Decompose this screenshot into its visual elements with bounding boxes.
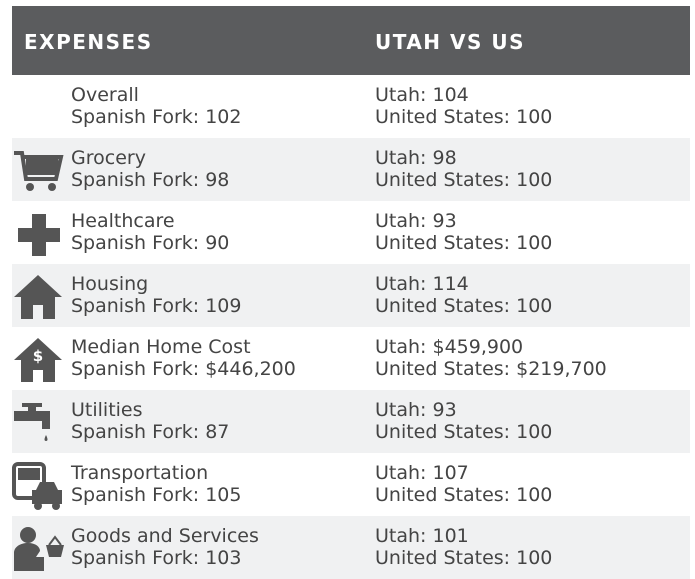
cell-line: Spanish Fork: 109	[71, 295, 242, 317]
cell-line: Spanish Fork: 105	[71, 484, 242, 506]
comparison-cell: Utah: 107 United States: 100	[375, 462, 552, 506]
cell-line: United States: 100	[375, 106, 553, 128]
cell-line: Overall	[71, 84, 139, 106]
cell-line: Utah: 114	[375, 273, 469, 295]
expense-cell: Overall Spanish Fork: 102	[71, 84, 241, 128]
expense-cell: Utilities Spanish Fork: 87	[71, 399, 229, 443]
cell-line: Utah: 93	[375, 399, 457, 421]
row-icon	[14, 275, 62, 319]
comparison-cell: Utah: 93 United States: 100	[375, 399, 552, 443]
table-row: Goods and Services Spanish Fork: 103 Utah:…	[12, 516, 690, 579]
cell-line: Spanish Fork: $446,200	[71, 358, 296, 380]
cell-line: Transportation	[71, 462, 209, 484]
expense-cell: Goods and Services Spanish Fork: 103	[71, 525, 259, 569]
table-row: $ Median Home Cost Spanish Fork: $446,200 U…	[12, 327, 690, 390]
table-row: Overall Spanish Fork: 102 Utah: 104 United …	[12, 75, 690, 138]
cell-line: Utah: 98	[375, 147, 457, 169]
comparison-cell: Utah: 104 United States: 100	[375, 84, 552, 128]
cell-line: Spanish Fork: 90	[71, 232, 230, 254]
cell-line: United States: 100	[375, 295, 553, 317]
cell-line: Utah: 107	[375, 462, 469, 484]
row-icon	[18, 214, 60, 256]
cell-line: United States: 100	[375, 484, 553, 506]
expense-cell: Housing Spanish Fork: 109	[71, 273, 241, 317]
row-icon	[14, 527, 64, 571]
table-row: Utilities Spanish Fork: 87 Utah: 93 United …	[12, 390, 690, 453]
cell-line: Spanish Fork: 87	[71, 421, 230, 443]
cell-line: United States: 100	[375, 547, 553, 569]
cell-line: Median Home Cost	[71, 336, 251, 358]
row-icon	[12, 462, 62, 510]
cell-line: United States: 100	[375, 421, 553, 443]
comparison-cell: Utah: 101 United States: 100	[375, 525, 552, 569]
cell-line: Utah: $459,900	[375, 336, 524, 358]
row-icon: $	[14, 338, 62, 382]
header-utah-vs-us: UTAH VS US	[375, 30, 525, 54]
cell-line: Utah: 104	[375, 84, 469, 106]
cell-line: Utah: 101	[375, 525, 469, 547]
row-icon	[14, 403, 50, 441]
comparison-cell: Utah: 93 United States: 100	[375, 210, 552, 254]
expense-cell: Median Home Cost Spanish Fork: $446,200	[71, 336, 296, 380]
cell-line: United States: 100	[375, 232, 553, 254]
cell-line: United States: $219,700	[375, 358, 607, 380]
cell-line: Utilities	[71, 399, 143, 421]
row-icon	[14, 151, 64, 191]
table-row: Housing Spanish Fork: 109 Utah: 114 United …	[12, 264, 690, 327]
cell-line: Spanish Fork: 102	[71, 106, 242, 128]
cell-line: Grocery	[71, 147, 146, 169]
cell-line: Spanish Fork: 98	[71, 169, 230, 191]
cell-line: United States: 100	[375, 169, 553, 191]
expense-cell: Transportation Spanish Fork: 105	[71, 462, 241, 506]
table-row: Healthcare Spanish Fork: 90 Utah: 93 United…	[12, 201, 690, 264]
comparison-cell: Utah: 98 United States: 100	[375, 147, 552, 191]
table-header: EXPENSES UTAH VS US	[12, 6, 690, 75]
cell-line: Utah: 93	[375, 210, 457, 232]
cell-line: Goods and Services	[71, 525, 259, 547]
table-row: Grocery Spanish Fork: 98 Utah: 98 United St…	[12, 138, 690, 201]
svg-text:$: $	[33, 347, 43, 365]
cell-line: Housing	[71, 273, 149, 295]
comparison-cell: Utah: 114 United States: 100	[375, 273, 552, 317]
comparison-cell: Utah: $459,900 United States: $219,700	[375, 336, 607, 380]
cell-line: Healthcare	[71, 210, 175, 232]
cell-line: Spanish Fork: 103	[71, 547, 242, 569]
expense-cell: Healthcare Spanish Fork: 90	[71, 210, 229, 254]
expense-cell: Grocery Spanish Fork: 98	[71, 147, 229, 191]
table-row: Transportation Spanish Fork: 105 Utah: 107…	[12, 453, 690, 516]
header-expenses: EXPENSES	[24, 30, 153, 54]
